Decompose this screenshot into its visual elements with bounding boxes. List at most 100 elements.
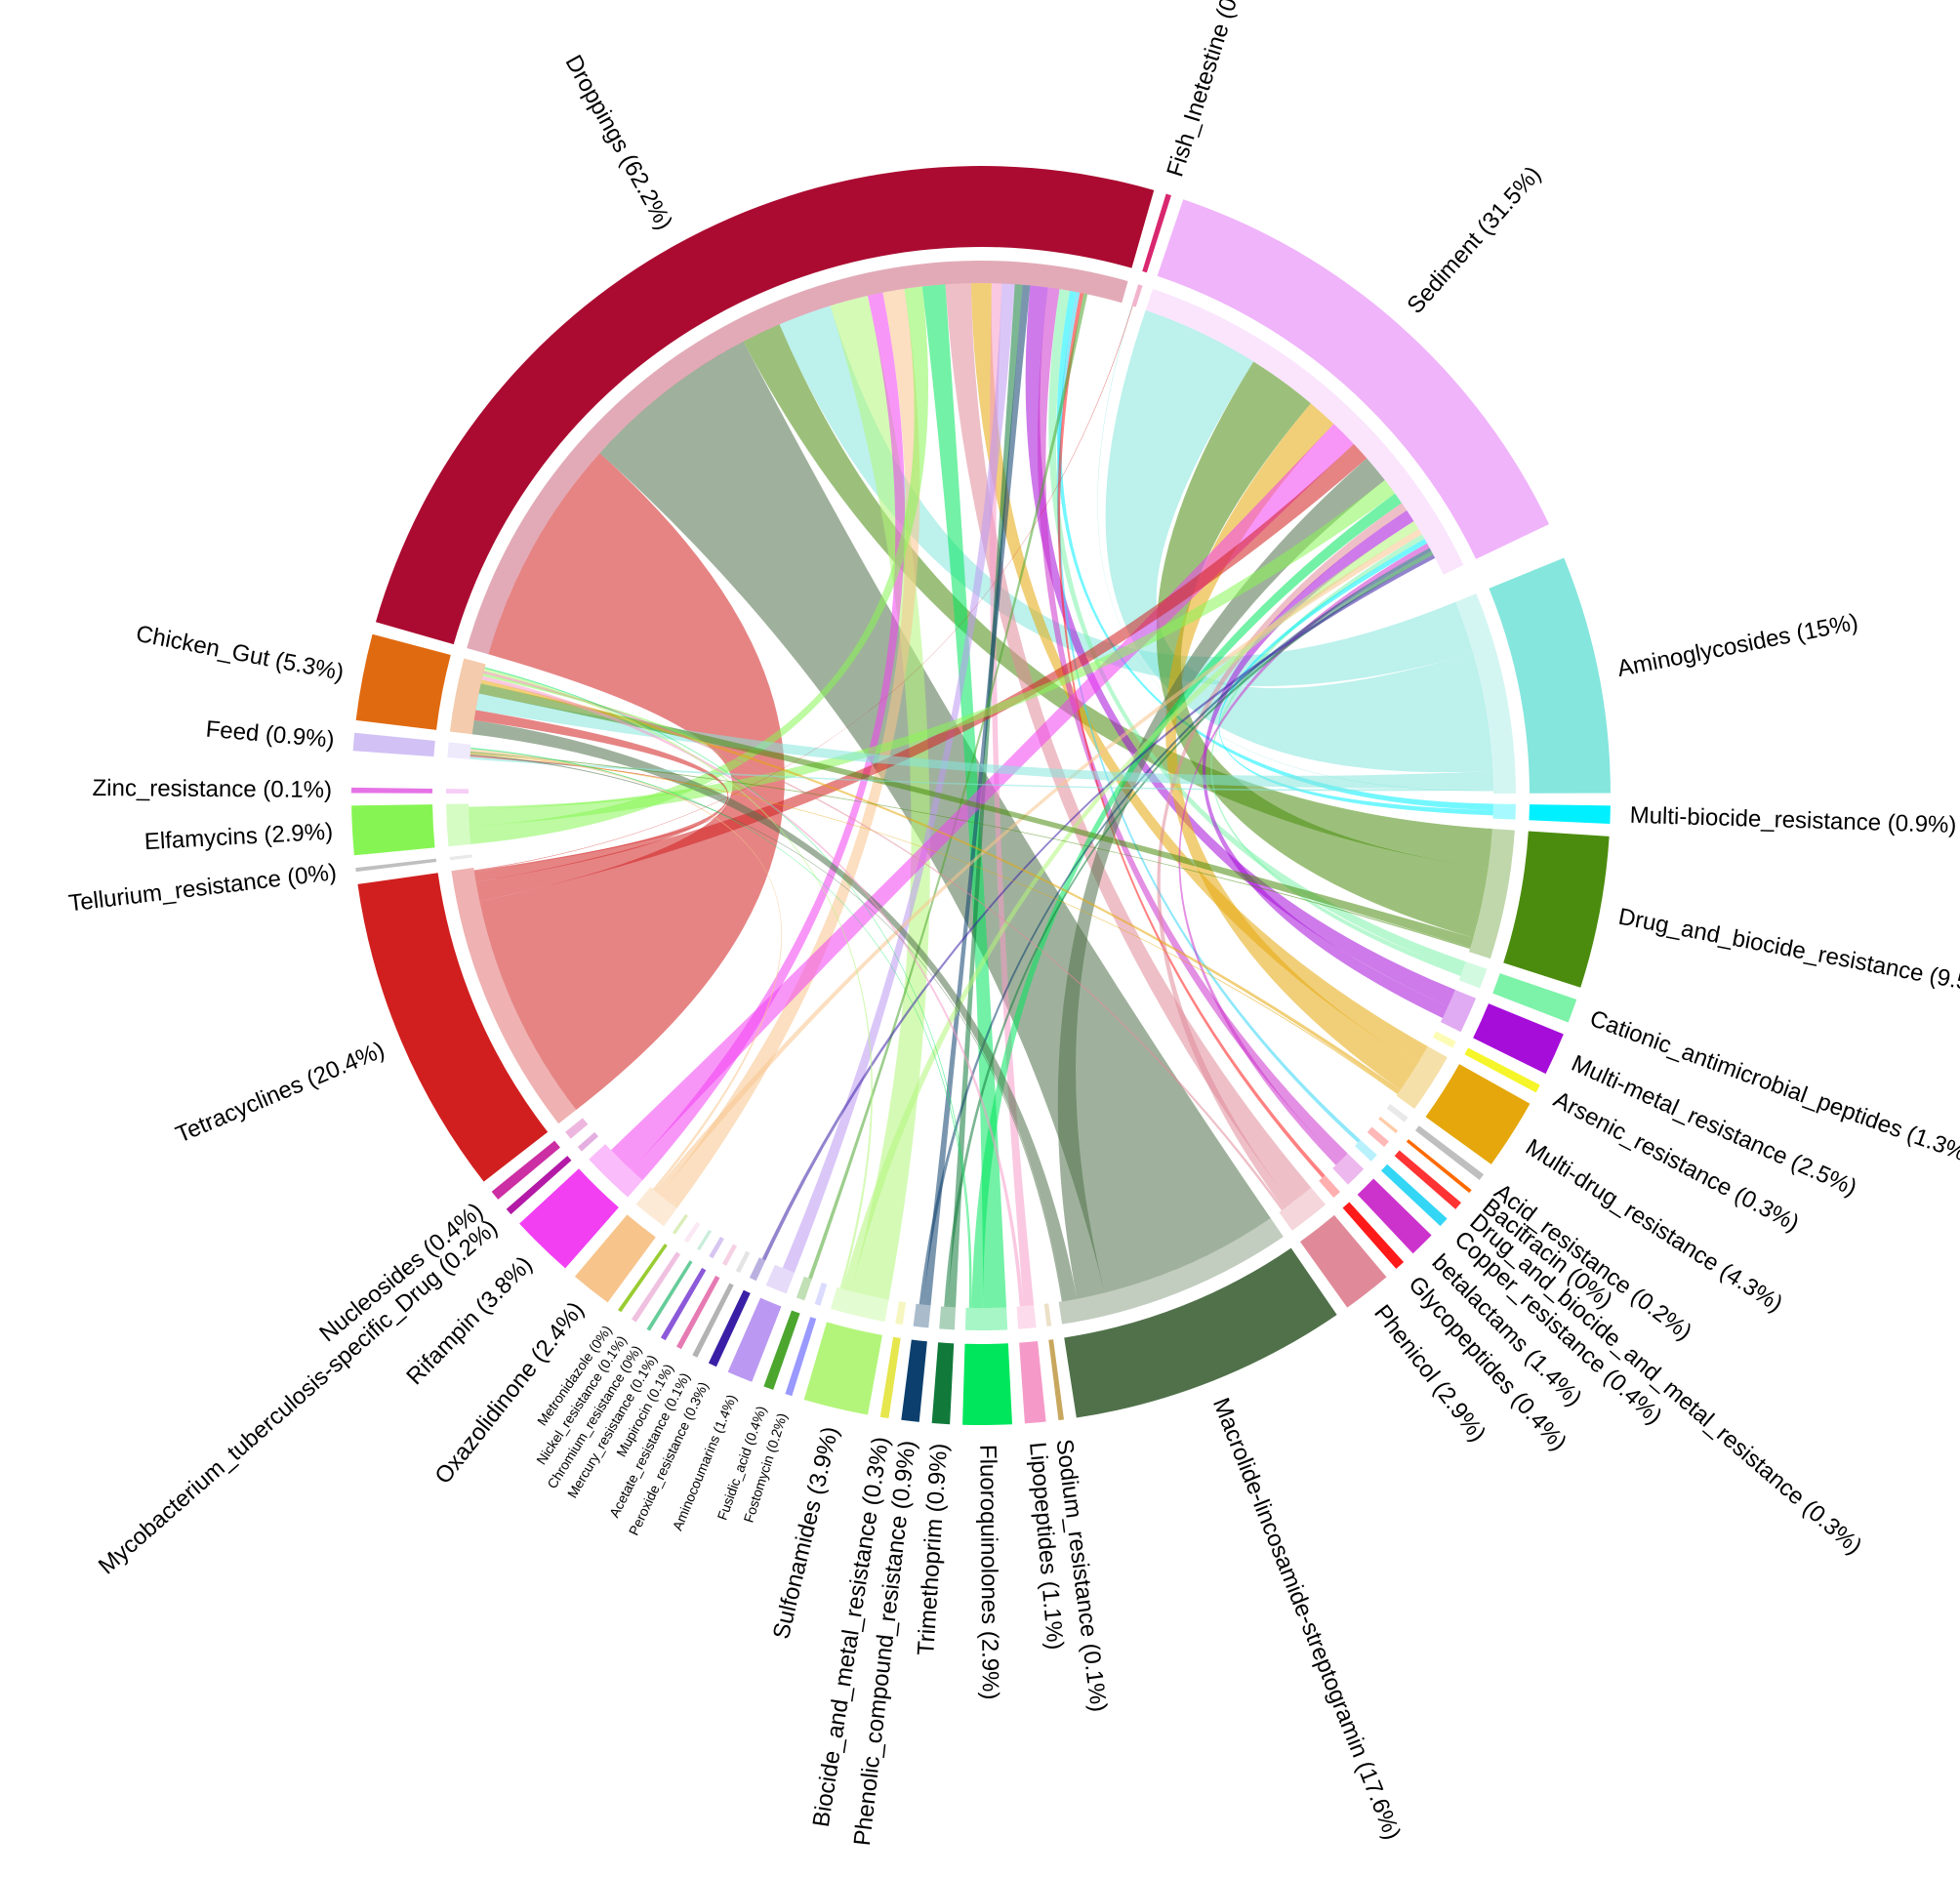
- inner-sector-arsenic-resistance: [1432, 1031, 1456, 1048]
- ribbon-sediment-to-macrolide-lincosamide-streptogramin: [1057, 458, 1385, 1299]
- inner-sector-nickel-resistance: [683, 1221, 701, 1244]
- ribbons-layer: [469, 282, 1493, 1308]
- inner-sector-tellurium-resistance: [449, 854, 472, 861]
- sector-label-zinc-resistance: Zinc_resistance (0.1%): [92, 775, 332, 803]
- ribbon-chicken-gut-to-aminoglycosides: [475, 693, 1493, 789]
- outer-sector-chromium-resistance: [646, 1260, 693, 1331]
- outer-sector-phenolic-compound-resistance: [901, 1339, 927, 1422]
- ribbon-droppings-to-aminoglycosides: [779, 306, 1474, 686]
- ribbon-droppings-to-tetracyclines: [479, 453, 785, 1111]
- outer-sector-nucleosides: [491, 1140, 560, 1200]
- outer-sector-cationic-antimicrobial-peptides: [1492, 973, 1577, 1023]
- inner-sector-mercury-resistance: [709, 1237, 724, 1259]
- outer-sector-tellurium-resistance: [355, 858, 437, 873]
- outer-sector-droppings: [375, 165, 1155, 645]
- sector-label-chicken-gut: Chicken_Gut (5.3%): [134, 621, 346, 686]
- inner-sector-mycobacterium-tuberculosis-specific-drug: [577, 1131, 599, 1152]
- inner-sector-fusidic-acid: [796, 1276, 812, 1301]
- sector-label-drug-and-biocide-and-metal-resistance: Drug_and_biocide_and_metal_resistance (0…: [1464, 1208, 1866, 1560]
- inner-sector-oxazolidinone: [635, 1187, 677, 1227]
- ribbon-droppings-to-oxazolidinone: [659, 288, 920, 1208]
- inner-sector-phenolic-compound-resistance: [913, 1303, 931, 1328]
- outer-sector-multi-biocide-resistance: [1529, 804, 1611, 824]
- inner-sector-fostomycin: [814, 1282, 828, 1306]
- inner-sector-copper-resistance: [1354, 1139, 1377, 1162]
- ribbon-sediment-to-fluoroquinolones: [971, 493, 1403, 1308]
- inner-sector-lipopeptides: [1016, 1305, 1037, 1329]
- ribbon-sediment-to-multi-drug-resistance: [1165, 403, 1418, 1090]
- sector-label-fish-inetestine: Fish_Inetestine (0.1%): [1162, 0, 1256, 180]
- sector-label-drug-and-biocide-resistance: Drug_and_biocide_resistance (9.5%): [1616, 904, 1960, 1001]
- sector-label-feed: Feed (0.9%): [205, 716, 336, 754]
- ribbon-droppings-to-phenolic-compound-resistance: [922, 284, 1031, 1306]
- outer-sector-drug-and-biocide-resistance: [1503, 831, 1610, 988]
- outer-sector-arsenic-resistance: [1464, 1047, 1540, 1093]
- inner-sector-macrolide-lincosamide-streptogramin: [1058, 1218, 1284, 1325]
- sector-label-sulfonamides: Sulfonamides (3.9%): [768, 1424, 844, 1642]
- sector-label-macrolide-lincosamide-streptogramin: Macrolide-lincosamide-streptogramin (17.…: [1207, 1394, 1406, 1843]
- sector-label-elfamycins: Elfamycins (2.9%): [143, 819, 334, 856]
- outer-sector-nickel-resistance: [631, 1251, 681, 1323]
- inner-sector-chromium-resistance: [697, 1229, 712, 1251]
- inner-sector-feed: [447, 742, 471, 759]
- outer-sector-elfamycins: [351, 804, 435, 856]
- outer-sector-multi-drug-resistance: [1425, 1064, 1531, 1164]
- outer-sector-lipopeptides: [1019, 1340, 1046, 1424]
- outer-sector-mycobacterium-tuberculosis-specific-drug: [506, 1156, 572, 1215]
- inner-sector-elfamycins: [446, 803, 471, 847]
- outer-sector-feed: [352, 732, 435, 757]
- outer-sector-sulfonamides: [803, 1322, 882, 1415]
- sector-label-mycobacterium-tuberculosis-specific-drug: Mycobacterium_tuberculosis-specific_Drug…: [94, 1215, 503, 1580]
- ribbon-sediment-to-aminoglycosides: [1105, 309, 1493, 773]
- outer-sector-chicken-gut: [355, 633, 451, 730]
- outer-sector-rifampin: [519, 1168, 619, 1269]
- outer-sector-acid-resistance: [1414, 1125, 1485, 1180]
- outer-sector-aminoglycosides: [1489, 557, 1611, 794]
- ribbon-feed-to-aminoglycosides: [470, 756, 1493, 792]
- ribbon-chicken-gut-to-drug-and-biocide-resistance: [478, 683, 1474, 948]
- inner-sector-multi-drug-resistance: [1396, 1046, 1448, 1110]
- inner-sector-zinc-resistance: [446, 789, 470, 794]
- outer-ring-layer: [351, 165, 1611, 1426]
- outer-sector-bacitracin: [1406, 1139, 1472, 1194]
- outer-sector-drug-and-biocide-and-metal-resistance: [1394, 1150, 1461, 1209]
- inner-sector-nucleosides: [565, 1118, 589, 1139]
- outer-sector-peroxide-resistance: [708, 1289, 751, 1367]
- ribbon-droppings-to-elfamycins: [469, 286, 929, 844]
- ribbon-chicken-gut-to-tetracyclines: [473, 710, 729, 882]
- sector-label-aminoglycosides: Aminoglycosides (15%): [1615, 609, 1860, 682]
- outer-sector-sodium-resistance: [1048, 1339, 1064, 1421]
- inner-sector-metronidazole: [672, 1213, 688, 1235]
- outer-sector-macrolide-lincosamide-streptogramin: [1064, 1247, 1337, 1418]
- inner-sector-chicken-gut: [449, 658, 486, 735]
- outer-sector-mercury-resistance: [660, 1267, 707, 1341]
- inner-sector-phenicol: [1279, 1187, 1327, 1231]
- outer-sector-betalactams: [1357, 1178, 1432, 1254]
- ribbon-droppings-to-trimethoprim: [948, 284, 1023, 1308]
- outer-sector-fostomycin: [785, 1317, 817, 1397]
- sector-label-tetracyclines: Tetracyclines (20.4%): [172, 1037, 388, 1148]
- outer-sector-phenicol: [1299, 1214, 1387, 1308]
- outer-sector-sediment: [1157, 199, 1550, 559]
- inner-sector-acid-resistance: [1386, 1104, 1409, 1122]
- outer-sector-tetracyclines: [357, 873, 549, 1182]
- sector-label-tellurium-resistance: Tellurium_resistance (0%): [67, 859, 338, 917]
- inner-sector-aminoglycosides: [1455, 593, 1516, 794]
- outer-sector-acetate-resistance: [692, 1283, 734, 1358]
- sector-label-sediment: Sediment (31.5%): [1402, 161, 1546, 319]
- inner-sector-multi-metal-resistance: [1440, 990, 1477, 1033]
- inner-sector-trimethoprim: [939, 1306, 957, 1330]
- inner-sector-glycopeptides: [1319, 1175, 1340, 1198]
- inner-sector-fluoroquinolones: [964, 1307, 1008, 1330]
- outer-sector-multi-metal-resistance: [1473, 1003, 1564, 1075]
- outer-sector-glycopeptides: [1342, 1202, 1405, 1269]
- outer-sector-mupirocin: [676, 1275, 720, 1350]
- sector-label-trimethoprim: Trimethoprim (0.9%): [913, 1443, 953, 1656]
- sector-label-droppings: Droppings (62.2%): [559, 51, 677, 234]
- ribbon-droppings-to-copper-resistance: [1056, 292, 1361, 1143]
- inner-sector-drug-and-biocide-resistance: [1468, 829, 1515, 959]
- inner-sector-peroxide-resistance: [749, 1257, 766, 1282]
- outer-sector-copper-resistance: [1380, 1163, 1448, 1227]
